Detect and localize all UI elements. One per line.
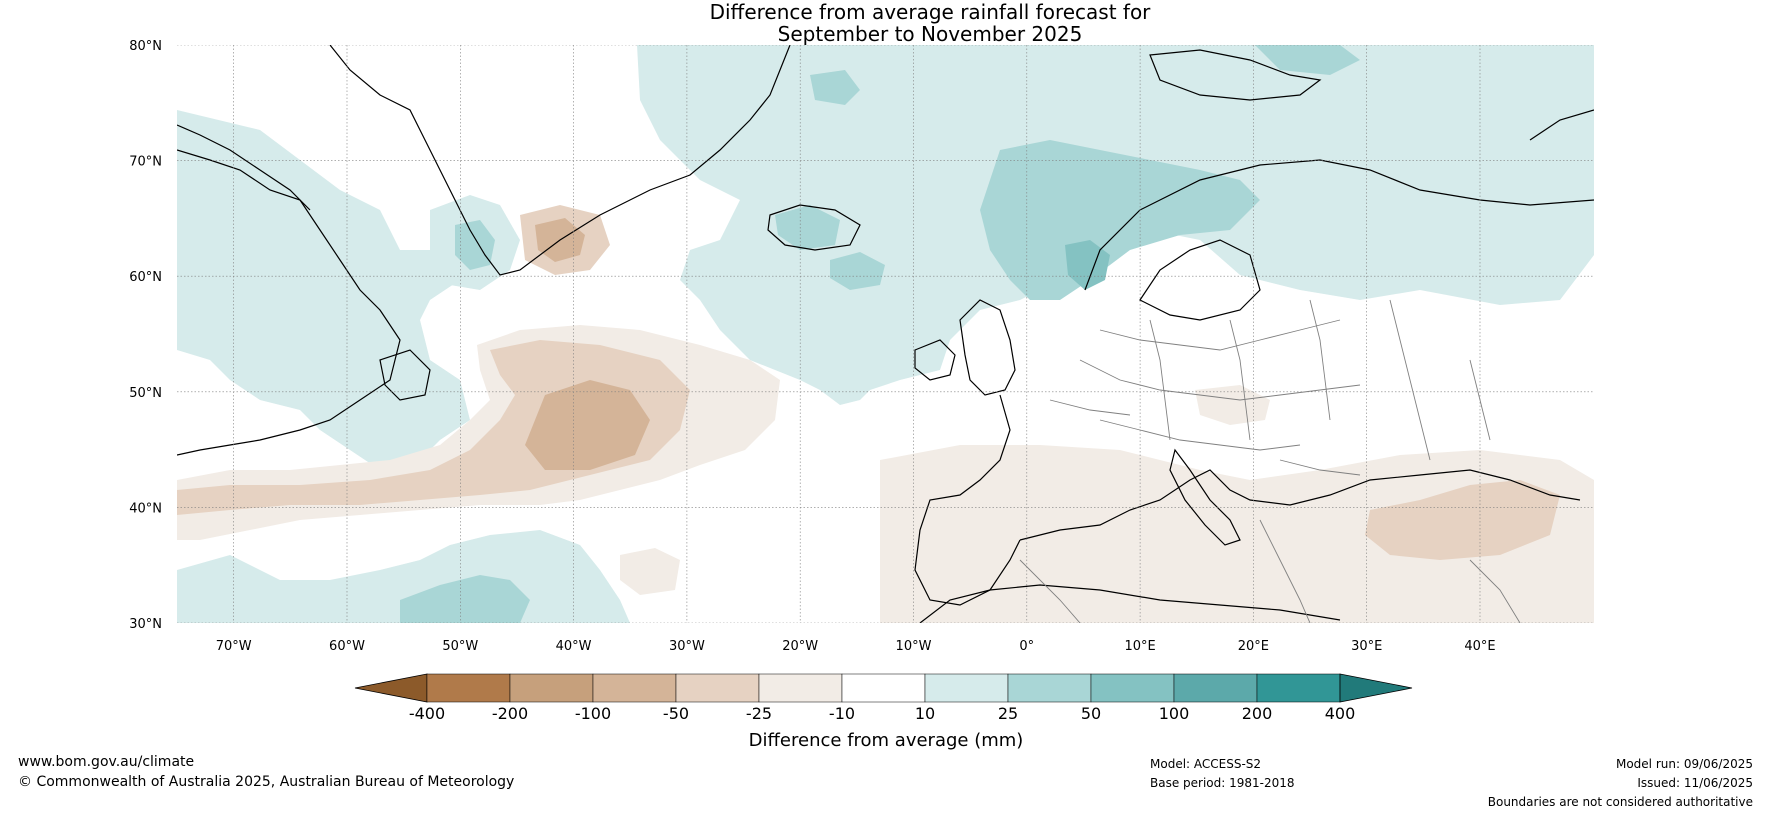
longitude-label: 60°W	[329, 639, 365, 654]
longitude-labels: 70°W 60°W 50°W 40°W 30°W 20°W 10°W 0° 10°E 20°E 30…	[216, 639, 1496, 654]
graticule	[177, 45, 1594, 623]
footer-issued: Issued: 11/06/2025	[1637, 776, 1753, 790]
colorbar-extend-low	[354, 673, 428, 703]
map-title-line-1: Difference from average rainfall forecas…	[709, 0, 1151, 24]
longitude-label: 30°E	[1351, 639, 1382, 654]
coastline-sweden	[1139, 239, 1261, 321]
dry-region-morocco	[620, 548, 680, 595]
longitude-label: 20°E	[1238, 639, 1269, 654]
wet-region-labrador	[177, 110, 470, 470]
colorbar-segment	[1256, 673, 1341, 703]
wet-region-scandinavia	[1260, 190, 1410, 285]
colorbar-tick-label: -10	[829, 704, 855, 723]
coastline-north-africa	[919, 584, 1341, 623]
colorbar-label: Difference from average (mm)	[749, 730, 1024, 751]
longitude-label: 40°W	[556, 639, 592, 654]
colorbar-tick-label: -25	[746, 704, 772, 723]
footer-disclaimer: Boundaries are not considered authoritat…	[1487, 795, 1753, 809]
colorbar-segment	[1007, 673, 1092, 703]
latitude-label: 30°N	[129, 617, 162, 632]
map-title-line-2: September to November 2025	[777, 22, 1083, 46]
colorbar-segment	[924, 673, 1009, 703]
longitude-label: 10°W	[896, 639, 932, 654]
latitude-label: 50°N	[129, 386, 162, 401]
colorbar-tick-label: -200	[492, 704, 528, 723]
colorbar-tick-label: 50	[1081, 704, 1101, 723]
coastlines	[177, 45, 1594, 623]
coastline-novaya-zemlya	[1529, 109, 1594, 141]
coastline-scandinavia	[1084, 159, 1594, 291]
longitude-label: 50°W	[442, 639, 478, 654]
colorbar-segment	[1090, 673, 1175, 703]
colorbar-segment	[509, 673, 594, 703]
wet-region-norwegian-sea	[980, 140, 1260, 300]
colorbar-tick-label: 100	[1159, 704, 1190, 723]
dry-region-central-atlantic-core	[177, 340, 690, 515]
map-plot-area	[177, 45, 1594, 623]
coastline-ireland	[914, 339, 956, 381]
colorbar-tick-label: 400	[1325, 704, 1356, 723]
coastline-british-isles	[959, 299, 1016, 396]
longitude-label: 10°E	[1124, 639, 1155, 654]
latitude-label: 70°N	[129, 155, 162, 170]
colorbar-tick-labels: -400 -200 -100 -50 -25 -10 10 25 50 100 200 400	[409, 704, 1355, 723]
wet-region-svalbard	[1255, 45, 1360, 75]
longitude-label: 70°W	[216, 639, 252, 654]
dry-region-central-atlantic-max	[525, 380, 650, 470]
wet-region-mid-atlantic	[830, 252, 885, 290]
colorbar-extend-high	[1339, 673, 1413, 703]
colorbar-tick-label: 25	[998, 704, 1018, 723]
coastline-svalbard	[1149, 49, 1322, 101]
coastline-baffin	[177, 124, 311, 211]
longitude-label: 40°E	[1464, 639, 1495, 654]
latitude-label: 80°N	[129, 39, 162, 54]
coastline-mediterranean	[1019, 469, 1581, 541]
footer-model-run: Model run: 09/06/2025	[1615, 757, 1753, 771]
colorbar-tick-label: -400	[409, 704, 445, 723]
colorbar-segment	[758, 673, 843, 703]
dry-region-turkey	[1365, 480, 1560, 560]
colorbar-segment	[1173, 673, 1258, 703]
coastline-italy	[1169, 448, 1241, 546]
wet-region-greenland-sea	[810, 70, 860, 105]
colorbar-tick-label: 10	[915, 704, 935, 723]
colorbar-segment	[592, 673, 677, 703]
footer-base-period: Base period: 1981-2018	[1150, 776, 1295, 790]
coastline-iceland	[767, 204, 861, 251]
coastline-newfoundland	[379, 349, 431, 401]
footer-website: www.bom.gov.au/climate	[18, 754, 195, 770]
colorbar-tick-label: 200	[1242, 704, 1273, 723]
latitude-labels: 80°N 70°N 60°N 50°N 40°N 30°N	[129, 39, 162, 632]
latitude-label: 60°N	[129, 270, 162, 285]
colorbar	[354, 673, 1413, 703]
footer-model: Model: ACCESS-S2	[1150, 757, 1262, 771]
colorbar-tick-label: -100	[575, 704, 611, 723]
longitude-label: 30°W	[669, 639, 705, 654]
longitude-label: 0°	[1019, 639, 1034, 654]
longitude-label: 20°W	[782, 639, 818, 654]
wet-region-iceland	[775, 205, 840, 250]
wet-region-greenland-south	[455, 220, 495, 270]
colorbar-tick-label: -50	[663, 704, 689, 723]
wet-region-subtropics-core	[400, 575, 530, 623]
latitude-label: 40°N	[129, 501, 162, 516]
dry-region-balkans	[1195, 385, 1270, 425]
colorbar-segment	[675, 673, 760, 703]
colorbar-segment	[426, 673, 511, 703]
colorbar-segment	[841, 673, 926, 703]
footer-copyright: © Commonwealth of Australia 2025, Austra…	[18, 774, 515, 790]
coastline-canada-east	[177, 149, 401, 456]
coastline-greenland	[329, 45, 791, 276]
